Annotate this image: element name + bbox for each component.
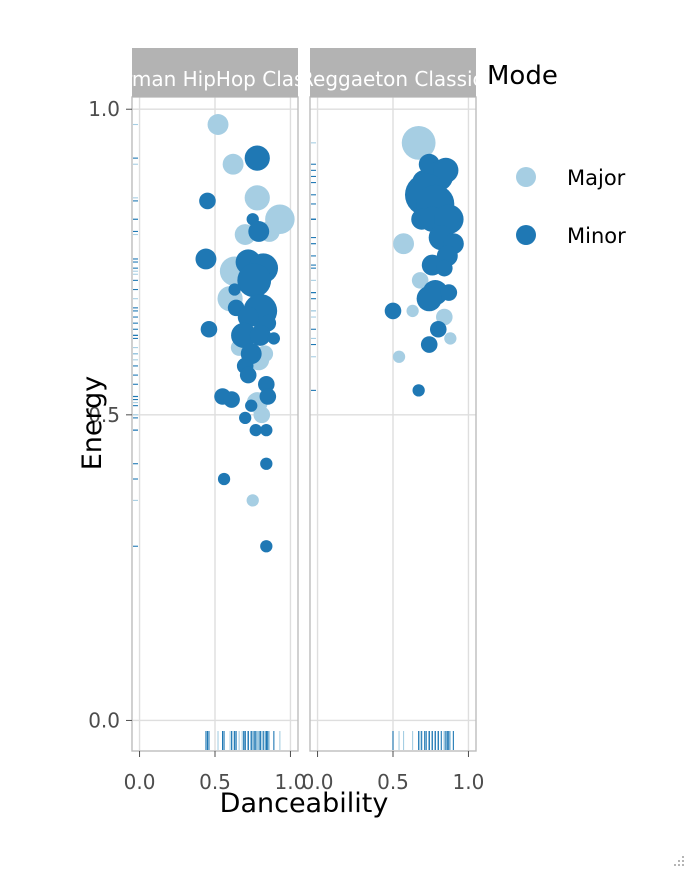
data-point <box>217 472 231 486</box>
x-axis-title: Danceability <box>220 788 389 819</box>
x-tick-label: 0.0 <box>302 770 334 794</box>
data-point <box>260 457 273 470</box>
data-point <box>429 320 447 338</box>
legend-key <box>516 167 536 187</box>
data-point <box>440 284 458 301</box>
legend-label: Major <box>567 166 626 190</box>
data-point <box>393 233 415 255</box>
data-point <box>237 263 272 298</box>
data-point <box>245 399 258 412</box>
data-point <box>436 259 453 277</box>
legend-key <box>516 225 536 245</box>
x-tick-label: 1.0 <box>453 770 485 794</box>
x-tick-label: 0.5 <box>377 770 409 794</box>
facet-strip-title: Reggaeton Classics <box>300 67 494 91</box>
data-point <box>246 494 259 507</box>
data-point <box>406 304 419 318</box>
data-point <box>228 283 241 296</box>
data-point <box>231 322 257 348</box>
data-point <box>222 153 244 175</box>
data-point <box>248 221 270 242</box>
facet-strip-title: German HipHop Classics <box>96 67 342 91</box>
facet-panel: German HipHop Classics 0.0 0.5 1.0 <box>96 48 342 794</box>
data-point <box>239 366 257 384</box>
data-point <box>249 324 271 346</box>
data-point <box>237 306 259 328</box>
facet-strip: Reggaeton Classics <box>300 48 494 97</box>
strip-background <box>310 48 476 97</box>
data-point <box>392 350 406 363</box>
point-layer <box>195 114 295 553</box>
data-point <box>223 391 240 408</box>
data-point <box>200 320 218 338</box>
y-tick-label: 1.0 <box>88 97 120 121</box>
data-point <box>444 332 457 345</box>
data-point <box>420 336 438 353</box>
data-point <box>207 114 229 135</box>
x-tick-label: 1.0 <box>275 770 307 794</box>
data-point <box>249 423 262 437</box>
facet-strip: German HipHop Classics <box>96 48 342 97</box>
data-point <box>267 332 281 345</box>
data-point <box>384 302 402 320</box>
data-point <box>239 411 252 425</box>
rug-layer <box>311 142 454 750</box>
y-tick-label: 0.0 <box>88 708 120 732</box>
data-point <box>199 192 216 210</box>
y-tick-label: 0.5 <box>88 403 120 427</box>
data-point <box>433 157 459 183</box>
y-axis-title: Energy <box>77 376 108 471</box>
x-tick-label: 0.0 <box>124 770 156 794</box>
data-point <box>411 272 429 289</box>
resize-grip-icon[interactable] <box>666 848 686 868</box>
legend: Mode Major Minor <box>487 61 626 248</box>
data-point <box>260 540 273 553</box>
legend-label: Minor <box>567 224 626 248</box>
legend-title: Mode <box>487 61 558 91</box>
rug-layer <box>133 123 281 750</box>
data-point <box>244 185 270 211</box>
data-point <box>244 145 270 171</box>
data-point <box>259 388 277 405</box>
strip-background <box>132 48 298 97</box>
data-point <box>260 423 273 437</box>
data-point <box>412 384 425 397</box>
data-point <box>253 406 271 424</box>
data-point <box>258 375 275 393</box>
data-point <box>416 286 442 312</box>
x-tick-label: 0.5 <box>199 770 231 794</box>
y-axis: 0.0 0.5 1.0 <box>88 97 132 732</box>
data-point <box>195 248 217 270</box>
data-point <box>401 125 436 160</box>
facet-panel: Reggaeton Classics 0.0 0.5 1.0 <box>300 48 494 794</box>
point-layer <box>384 125 464 397</box>
